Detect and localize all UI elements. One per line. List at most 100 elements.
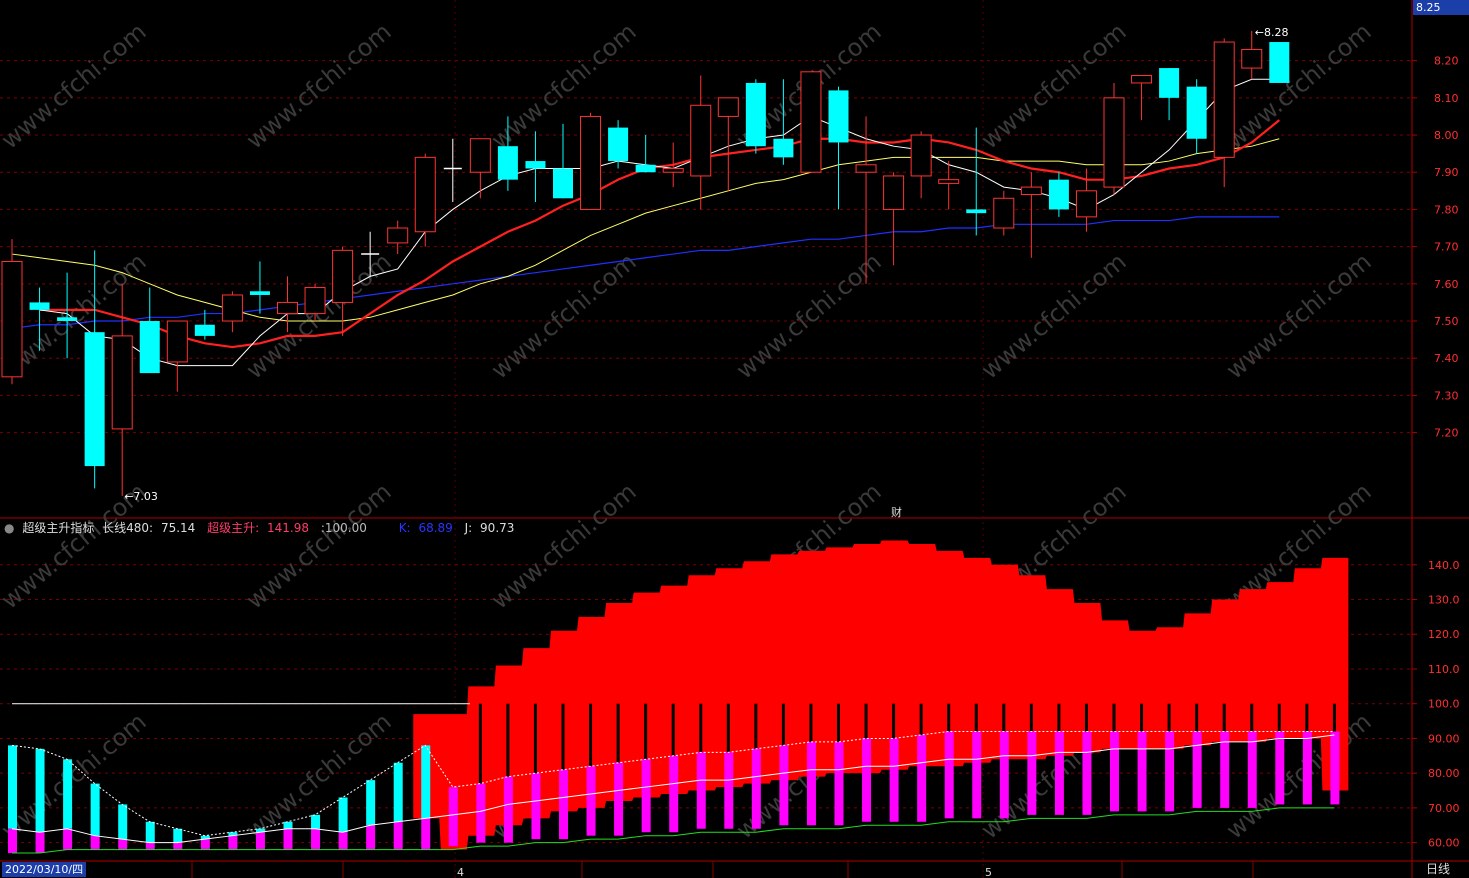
candle [497, 116, 518, 191]
k-bar [724, 752, 734, 829]
candle [1213, 38, 1235, 188]
candle [139, 287, 160, 374]
candle-body [1131, 75, 1153, 84]
candle [993, 190, 1015, 236]
candle [938, 161, 960, 210]
separator-tick [1332, 703, 1336, 735]
separator-tick [1167, 703, 1171, 749]
hundred-label: :100.00 [320, 521, 367, 535]
candle-body [57, 317, 78, 322]
indicator-tick-label: 80.00 [1428, 767, 1460, 780]
candle-body [1, 261, 23, 378]
k-bar [862, 738, 872, 822]
candle-body [166, 320, 188, 363]
collapse-icon[interactable]: ● [4, 521, 15, 535]
candle-body [1241, 48, 1263, 69]
watermark-text: www.cfchi.com [241, 477, 397, 614]
candle [773, 79, 794, 165]
candle [443, 138, 462, 202]
separator-tick [1250, 703, 1254, 742]
k-bar [503, 776, 513, 843]
indicator-chart[interactable] [8, 540, 1349, 854]
k-bar [1247, 731, 1257, 808]
indicator-tick-label: 70.00 [1428, 802, 1460, 815]
candle-body [883, 175, 905, 210]
j-line [11, 730, 1335, 837]
j-bar [338, 797, 348, 833]
price-tick-label: 7.40 [1434, 352, 1459, 365]
k-label: K: 68.89 [398, 521, 453, 535]
k-bar [779, 745, 789, 826]
j-bar [90, 783, 100, 836]
k-bar [448, 787, 458, 847]
k-bar [999, 731, 1009, 819]
indicator-tick-label: 100.0 [1428, 698, 1460, 711]
price-tick-label: 7.20 [1434, 427, 1459, 440]
candle [166, 320, 188, 392]
j-bar [173, 828, 183, 843]
candle [57, 272, 78, 359]
separator-tick [1140, 703, 1144, 749]
separator-tick [644, 703, 648, 788]
candle [635, 135, 656, 173]
candle-body [1159, 68, 1180, 98]
main-rise-label: 超级主升: 141.98 [207, 521, 309, 535]
candle [304, 283, 326, 322]
candle-body [993, 197, 1015, 229]
k-bar [283, 828, 293, 850]
candlestick-chart[interactable]: ←8.28 ←7.03 [1, 26, 1290, 503]
candle [525, 131, 546, 202]
k-bar [173, 842, 183, 850]
indicator-tick-label: 110.0 [1428, 663, 1460, 676]
k-bar [834, 741, 844, 826]
candle-body [717, 97, 739, 117]
separator-tick [1277, 703, 1281, 739]
candle [1048, 172, 1069, 217]
k-bar [228, 835, 238, 850]
k-bar [476, 783, 486, 843]
j-bar [200, 835, 210, 840]
candle [221, 291, 243, 333]
watermark-text: www.cfchi.com [0, 707, 152, 844]
long-line [12, 807, 1335, 854]
separator-tick [1112, 703, 1116, 749]
j-bar [8, 745, 17, 829]
date-label: 2022/03/10/四 [2, 862, 87, 877]
j-bar [283, 821, 293, 829]
candle-body [828, 90, 849, 143]
candle [84, 250, 105, 489]
candle-body [111, 335, 133, 430]
k-bar [145, 842, 155, 850]
candle-body [249, 291, 270, 295]
k-bar [559, 769, 568, 840]
indicator-name: 超级主升指标 [22, 521, 95, 535]
price-tick-label: 7.80 [1434, 203, 1459, 216]
candle [1131, 75, 1153, 121]
separator-tick [506, 703, 510, 805]
candle-body [469, 138, 491, 173]
separator-tick [533, 703, 537, 801]
candle-body [580, 115, 602, 210]
candle-body [221, 294, 243, 322]
price-tick-label: 7.50 [1434, 315, 1459, 328]
finance-marker[interactable]: 财 [891, 506, 902, 519]
period-label[interactable]: 日线 [1426, 862, 1451, 876]
k-bar [917, 734, 927, 822]
long-line-label: 长线480: 75.14 [102, 521, 196, 535]
candle [1075, 168, 1097, 232]
candle [361, 231, 380, 277]
watermark-text: www.cfchi.com [1221, 17, 1377, 154]
candle [1241, 30, 1263, 80]
candle [1269, 42, 1290, 83]
k-bar [806, 741, 816, 826]
candle [855, 116, 877, 284]
k-bar [669, 755, 679, 833]
candle [332, 246, 354, 336]
price-axis: 8.20 8.10 8.00 7.90 7.80 7.70 7.60 7.50 7.40 7.30… [457, 55, 1460, 878]
candle [883, 172, 905, 266]
indicator-tick-label: 140.0 [1428, 559, 1460, 572]
candle [608, 120, 629, 169]
separator-tick [1057, 703, 1061, 753]
watermark-text: www.cfchi.com [731, 247, 887, 384]
